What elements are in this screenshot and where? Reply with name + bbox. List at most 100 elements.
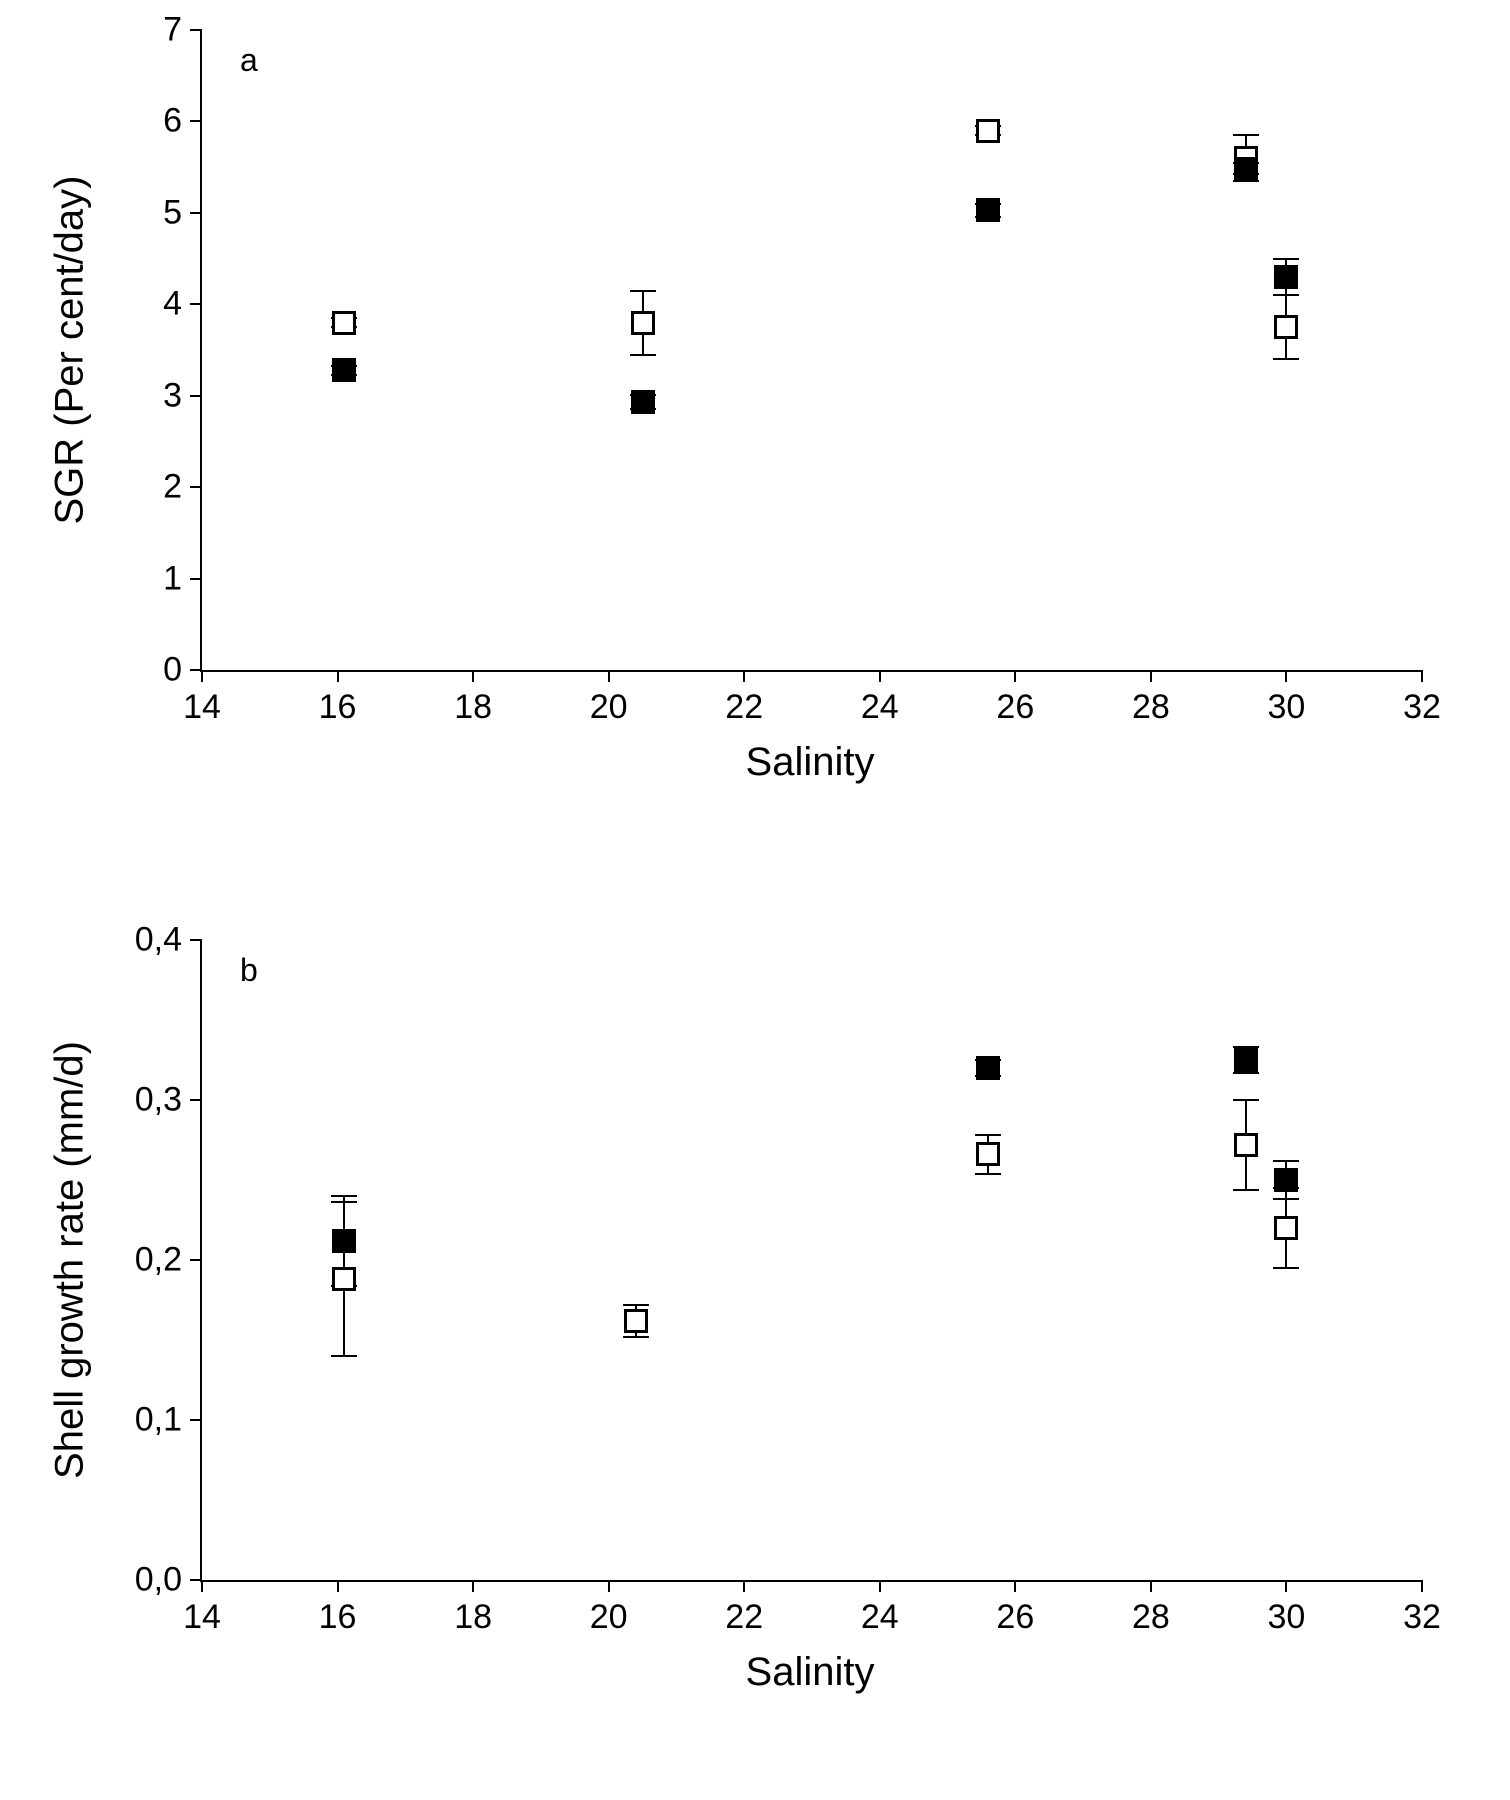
error-cap <box>630 354 656 356</box>
error-cap <box>975 1173 1001 1175</box>
x-tick-label: 22 <box>725 688 763 727</box>
marker-open-square <box>624 1309 648 1333</box>
x-tick <box>472 1580 474 1592</box>
error-cap <box>331 1201 357 1203</box>
x-tick <box>879 1580 881 1592</box>
y-tick <box>190 1259 202 1261</box>
error-cap <box>1273 1160 1299 1162</box>
x-tick-label: 26 <box>996 1598 1034 1637</box>
error-cap <box>1273 1187 1299 1189</box>
x-tick-label: 26 <box>996 688 1034 727</box>
marker-filled-square <box>631 390 655 414</box>
x-tick <box>1014 1580 1016 1592</box>
error-cap <box>1273 1267 1299 1269</box>
y-tick-label: 4 <box>163 285 182 324</box>
marker-open-square <box>1234 1133 1258 1157</box>
x-tick <box>472 670 474 682</box>
x-tick-label: 28 <box>1132 1598 1170 1637</box>
error-cap <box>1273 358 1299 360</box>
x-tick-label: 30 <box>1268 1598 1306 1637</box>
error-cap <box>1233 1189 1259 1191</box>
y-tick-label: 6 <box>163 102 182 141</box>
x-tick <box>1014 670 1016 682</box>
y-tick-label: 3 <box>163 376 182 415</box>
y-tick <box>190 212 202 214</box>
x-tick <box>608 1580 610 1592</box>
y-tick <box>190 1099 202 1101</box>
x-tick <box>1285 1580 1287 1592</box>
error-cap <box>1233 1072 1259 1074</box>
y-tick <box>190 303 202 305</box>
x-tick <box>1150 1580 1152 1592</box>
y-axis-label: Shell growth rate (mm/d) <box>48 1041 93 1479</box>
marker-open-square <box>976 119 1000 143</box>
x-tick <box>337 1580 339 1592</box>
x-tick-label: 20 <box>590 1598 628 1637</box>
y-tick <box>190 486 202 488</box>
y-tick-label: 0 <box>163 651 182 690</box>
error-cap <box>1273 258 1299 260</box>
y-tick-label: 7 <box>163 11 182 50</box>
marker-open-square <box>1274 315 1298 339</box>
x-tick-label: 18 <box>454 688 492 727</box>
x-tick <box>1285 670 1287 682</box>
x-tick-label: 24 <box>861 688 899 727</box>
y-tick-label: 2 <box>163 468 182 507</box>
x-tick-label: 30 <box>1268 688 1306 727</box>
x-tick <box>879 670 881 682</box>
marker-filled-square <box>976 1056 1000 1080</box>
y-tick-label: 1 <box>163 559 182 598</box>
x-tick <box>337 670 339 682</box>
x-tick <box>1150 670 1152 682</box>
error-cap <box>331 1195 357 1197</box>
y-tick-label: 0,0 <box>135 1561 182 1600</box>
marker-filled-square <box>1234 1048 1258 1072</box>
plot-area-b: 0,00,10,20,30,414161820222426283032 <box>200 940 1422 1582</box>
x-tick-label: 14 <box>183 1598 221 1637</box>
x-tick-label: 22 <box>725 1598 763 1637</box>
error-cap <box>975 1134 1001 1136</box>
error-cap <box>623 1336 649 1338</box>
panel-tag: a <box>240 42 258 79</box>
x-tick-label: 32 <box>1403 688 1441 727</box>
x-tick <box>201 670 203 682</box>
panel-tag: b <box>240 952 258 989</box>
x-tick-label: 16 <box>319 688 357 727</box>
x-axis-label: Salinity <box>746 1650 875 1695</box>
y-tick <box>190 578 202 580</box>
x-tick <box>608 670 610 682</box>
marker-open-square <box>631 311 655 335</box>
y-tick-label: 5 <box>163 193 182 232</box>
marker-filled-square <box>976 198 1000 222</box>
plot-area-a: 0123456714161820222426283032 <box>200 30 1422 672</box>
error-cap <box>331 1355 357 1357</box>
x-tick <box>743 670 745 682</box>
x-tick <box>1421 670 1423 682</box>
x-tick <box>1421 1580 1423 1592</box>
x-tick <box>743 1580 745 1592</box>
x-axis-label: Salinity <box>746 740 875 785</box>
marker-filled-square <box>332 358 356 382</box>
y-tick <box>190 120 202 122</box>
marker-open-square <box>332 311 356 335</box>
y-tick-label: 0,2 <box>135 1241 182 1280</box>
x-tick-label: 28 <box>1132 688 1170 727</box>
marker-open-square <box>976 1142 1000 1166</box>
y-tick <box>190 29 202 31</box>
marker-open-square <box>332 1267 356 1291</box>
error-cap <box>1233 1099 1259 1101</box>
x-tick-label: 20 <box>590 688 628 727</box>
x-tick-label: 16 <box>319 1598 357 1637</box>
error-cap <box>630 290 656 292</box>
y-tick-label: 0,1 <box>135 1401 182 1440</box>
marker-open-square <box>1274 1216 1298 1240</box>
x-tick-label: 14 <box>183 688 221 727</box>
x-tick <box>201 1580 203 1592</box>
y-tick <box>190 939 202 941</box>
x-tick-label: 18 <box>454 1598 492 1637</box>
marker-filled-square <box>1234 157 1258 181</box>
error-cap <box>623 1304 649 1306</box>
y-tick-label: 0,4 <box>135 921 182 960</box>
y-axis-label: SGR (Per cent/day) <box>48 175 93 524</box>
y-tick-label: 0,3 <box>135 1081 182 1120</box>
